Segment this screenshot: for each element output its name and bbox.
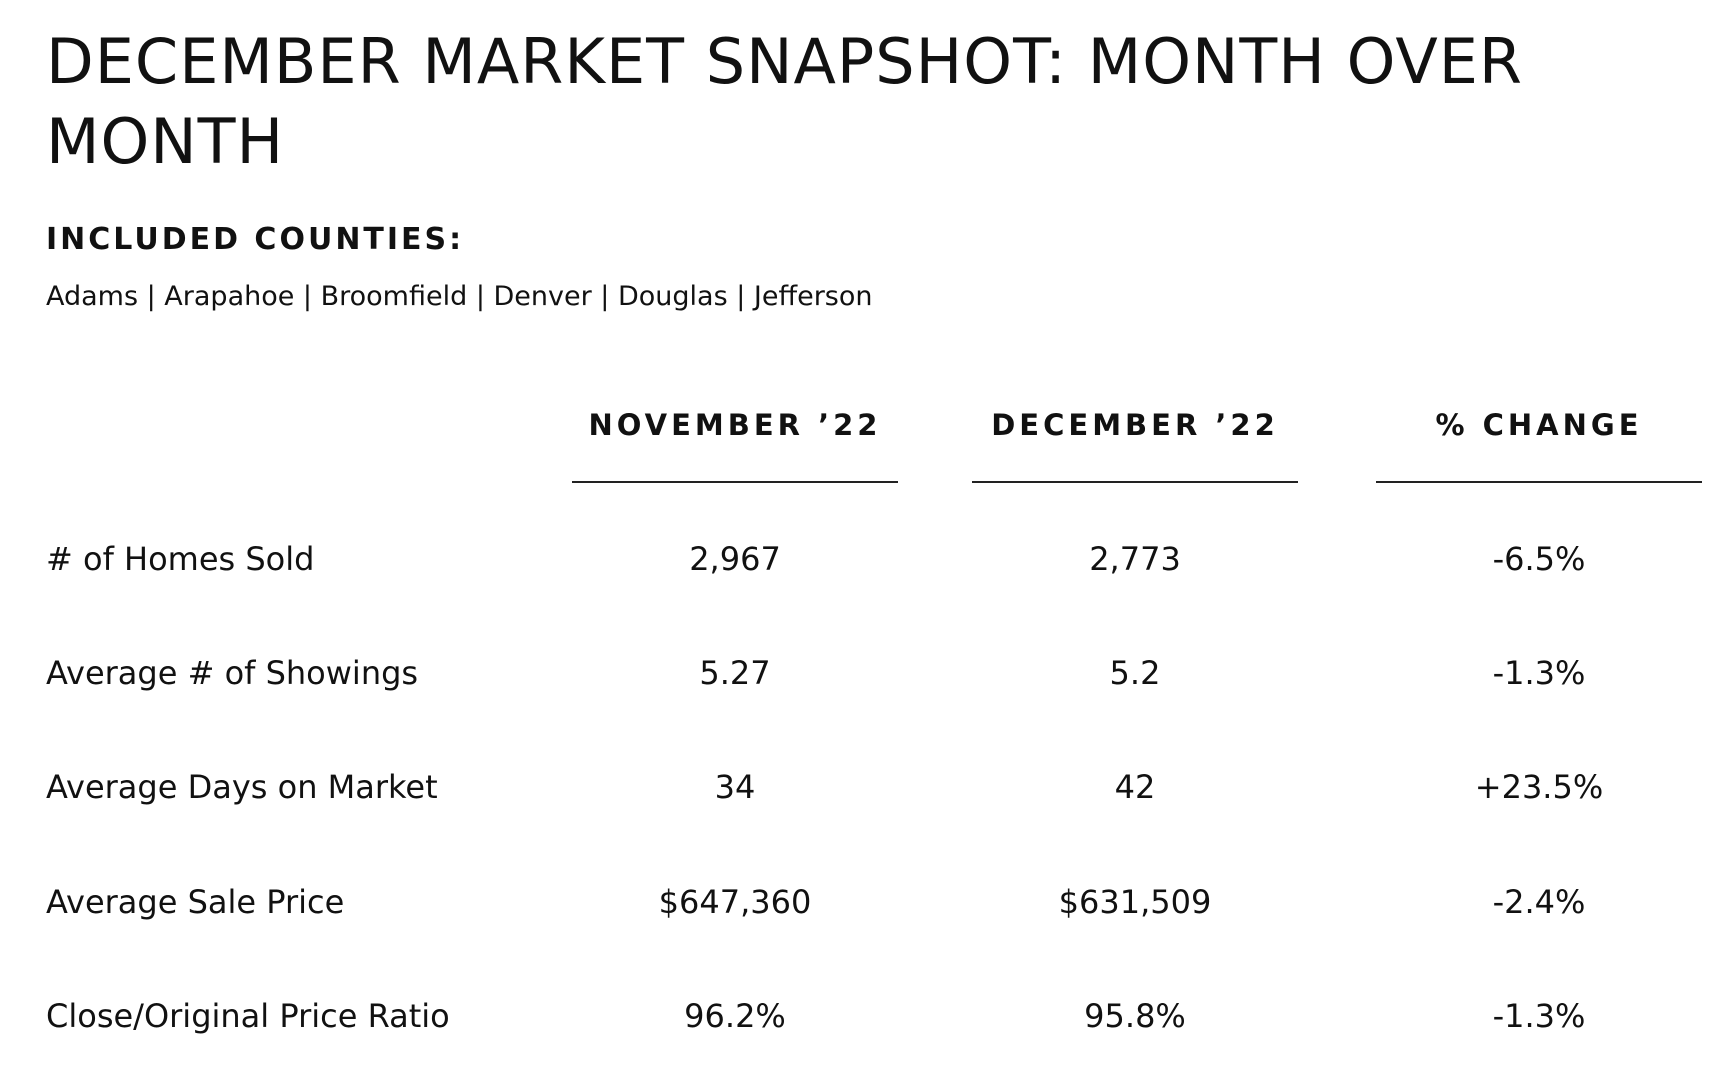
included-counties-list: Adams | Arapahoe | Broomfield | Denver |…	[46, 281, 873, 312]
december-value: $631,509	[1058, 883, 1212, 921]
december-value: 95.8%	[1084, 997, 1186, 1035]
column-header-december: DECEMBER ’22	[991, 408, 1279, 442]
change-value: -1.3%	[1492, 997, 1586, 1035]
row-label: Average # of Showings	[46, 654, 419, 692]
november-value: 5.27	[699, 654, 771, 692]
table-row-days-on-market: Average Days on Market 34 42 +23.5%	[0, 762, 1726, 812]
column-header-change: % CHANGE	[1435, 408, 1643, 442]
row-label: # of Homes Sold	[46, 540, 315, 578]
table-row-showings: Average # of Showings 5.27 5.2 -1.3%	[0, 648, 1726, 698]
change-value: -1.3%	[1492, 654, 1586, 692]
column-divider-december	[972, 481, 1298, 483]
row-label: Average Days on Market	[46, 768, 438, 806]
table-row-price-ratio: Close/Original Price Ratio 96.2% 95.8% -…	[0, 991, 1726, 1041]
november-value: 2,967	[689, 540, 781, 578]
change-value: +23.5%	[1474, 768, 1604, 806]
november-value: 34	[714, 768, 756, 806]
change-value: -2.4%	[1492, 883, 1586, 921]
table-row-sale-price: Average Sale Price $647,360 $631,509 -2.…	[0, 877, 1726, 927]
november-value: 96.2%	[684, 997, 786, 1035]
december-value: 2,773	[1089, 540, 1181, 578]
row-label: Close/Original Price Ratio	[46, 997, 450, 1035]
december-value: 5.2	[1109, 654, 1161, 692]
november-value: $647,360	[658, 883, 812, 921]
table-row-homes-sold: # of Homes Sold 2,967 2,773 -6.5%	[0, 534, 1726, 584]
row-label: Average Sale Price	[46, 883, 345, 921]
page-title: DECEMBER MARKET SNAPSHOT: MONTH OVER MON…	[46, 25, 1523, 178]
column-divider-change	[1376, 481, 1702, 483]
column-divider-november	[572, 481, 898, 483]
included-counties-label: INCLUDED COUNTIES:	[46, 222, 465, 257]
december-value: 42	[1114, 768, 1156, 806]
change-value: -6.5%	[1492, 540, 1586, 578]
column-header-november: NOVEMBER ’22	[588, 408, 882, 442]
